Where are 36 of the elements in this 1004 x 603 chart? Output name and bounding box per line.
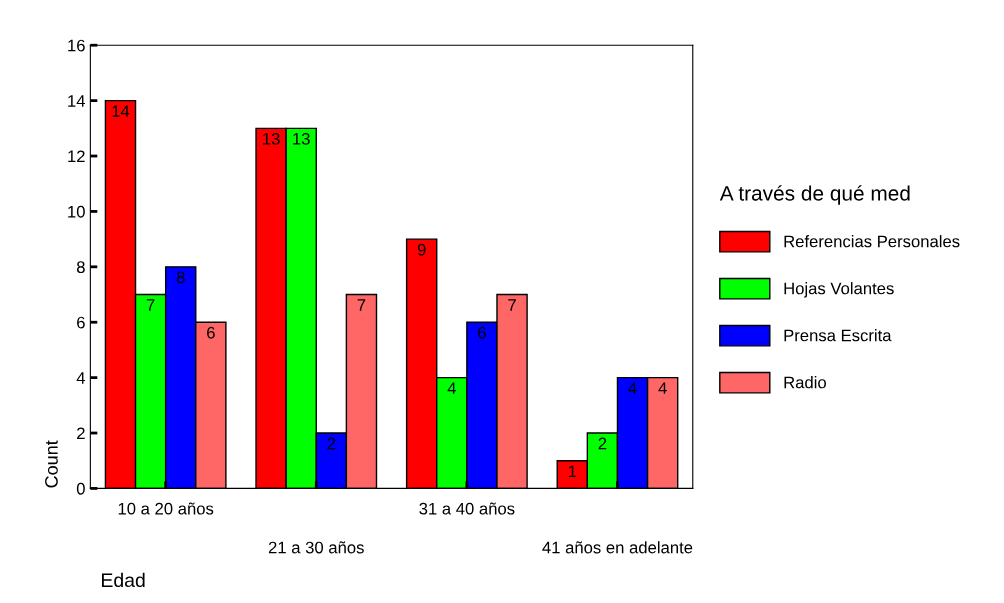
data-label: 4 (628, 382, 637, 394)
data-label: 4 (658, 382, 667, 394)
y-tick-label: 12 (68, 150, 85, 163)
y-tick-label: 14 (68, 95, 86, 107)
legend-label: Radio (784, 376, 826, 389)
x-tick-label: 10 a 20 años (118, 502, 214, 515)
data-label: 6 (478, 326, 486, 339)
data-label: 7 (357, 299, 366, 311)
data-label: 8 (176, 271, 185, 284)
legend-title: A través de qué med (719, 185, 910, 205)
y-tick-label: 8 (76, 261, 85, 274)
data-label: 6 (207, 326, 215, 339)
legend-label: Hojas Volantes (784, 282, 894, 298)
data-label: 9 (417, 243, 426, 256)
data-label: 4 (447, 382, 456, 394)
y-tick-label: 16 (68, 39, 85, 52)
data-label: 2 (327, 437, 336, 450)
y-tick-label: 4 (76, 372, 86, 384)
x-tick-label: 31 a 40 años (419, 502, 515, 515)
data-label: 13 (263, 132, 280, 145)
data-label: 14 (112, 105, 130, 117)
legend-label: Prensa Escrita (784, 329, 892, 342)
x-tick-label: 21 a 30 años (268, 541, 364, 554)
y-axis-title: Count (45, 440, 58, 488)
data-label: 7 (508, 299, 516, 311)
x-axis-title: Edad (102, 572, 145, 588)
data-label: 7 (146, 299, 155, 311)
data-label: 2 (598, 437, 607, 450)
legend-label: Referencias Personales (784, 235, 960, 248)
y-tick-label: 10 (68, 205, 85, 218)
y-tick-label: 0 (76, 482, 85, 495)
data-label: 1 (568, 465, 577, 477)
x-tick-label: 41 años en adelante (542, 541, 693, 554)
y-tick-label: 2 (77, 427, 85, 440)
data-label: 13 (293, 132, 310, 145)
y-tick-label: 6 (77, 316, 85, 329)
